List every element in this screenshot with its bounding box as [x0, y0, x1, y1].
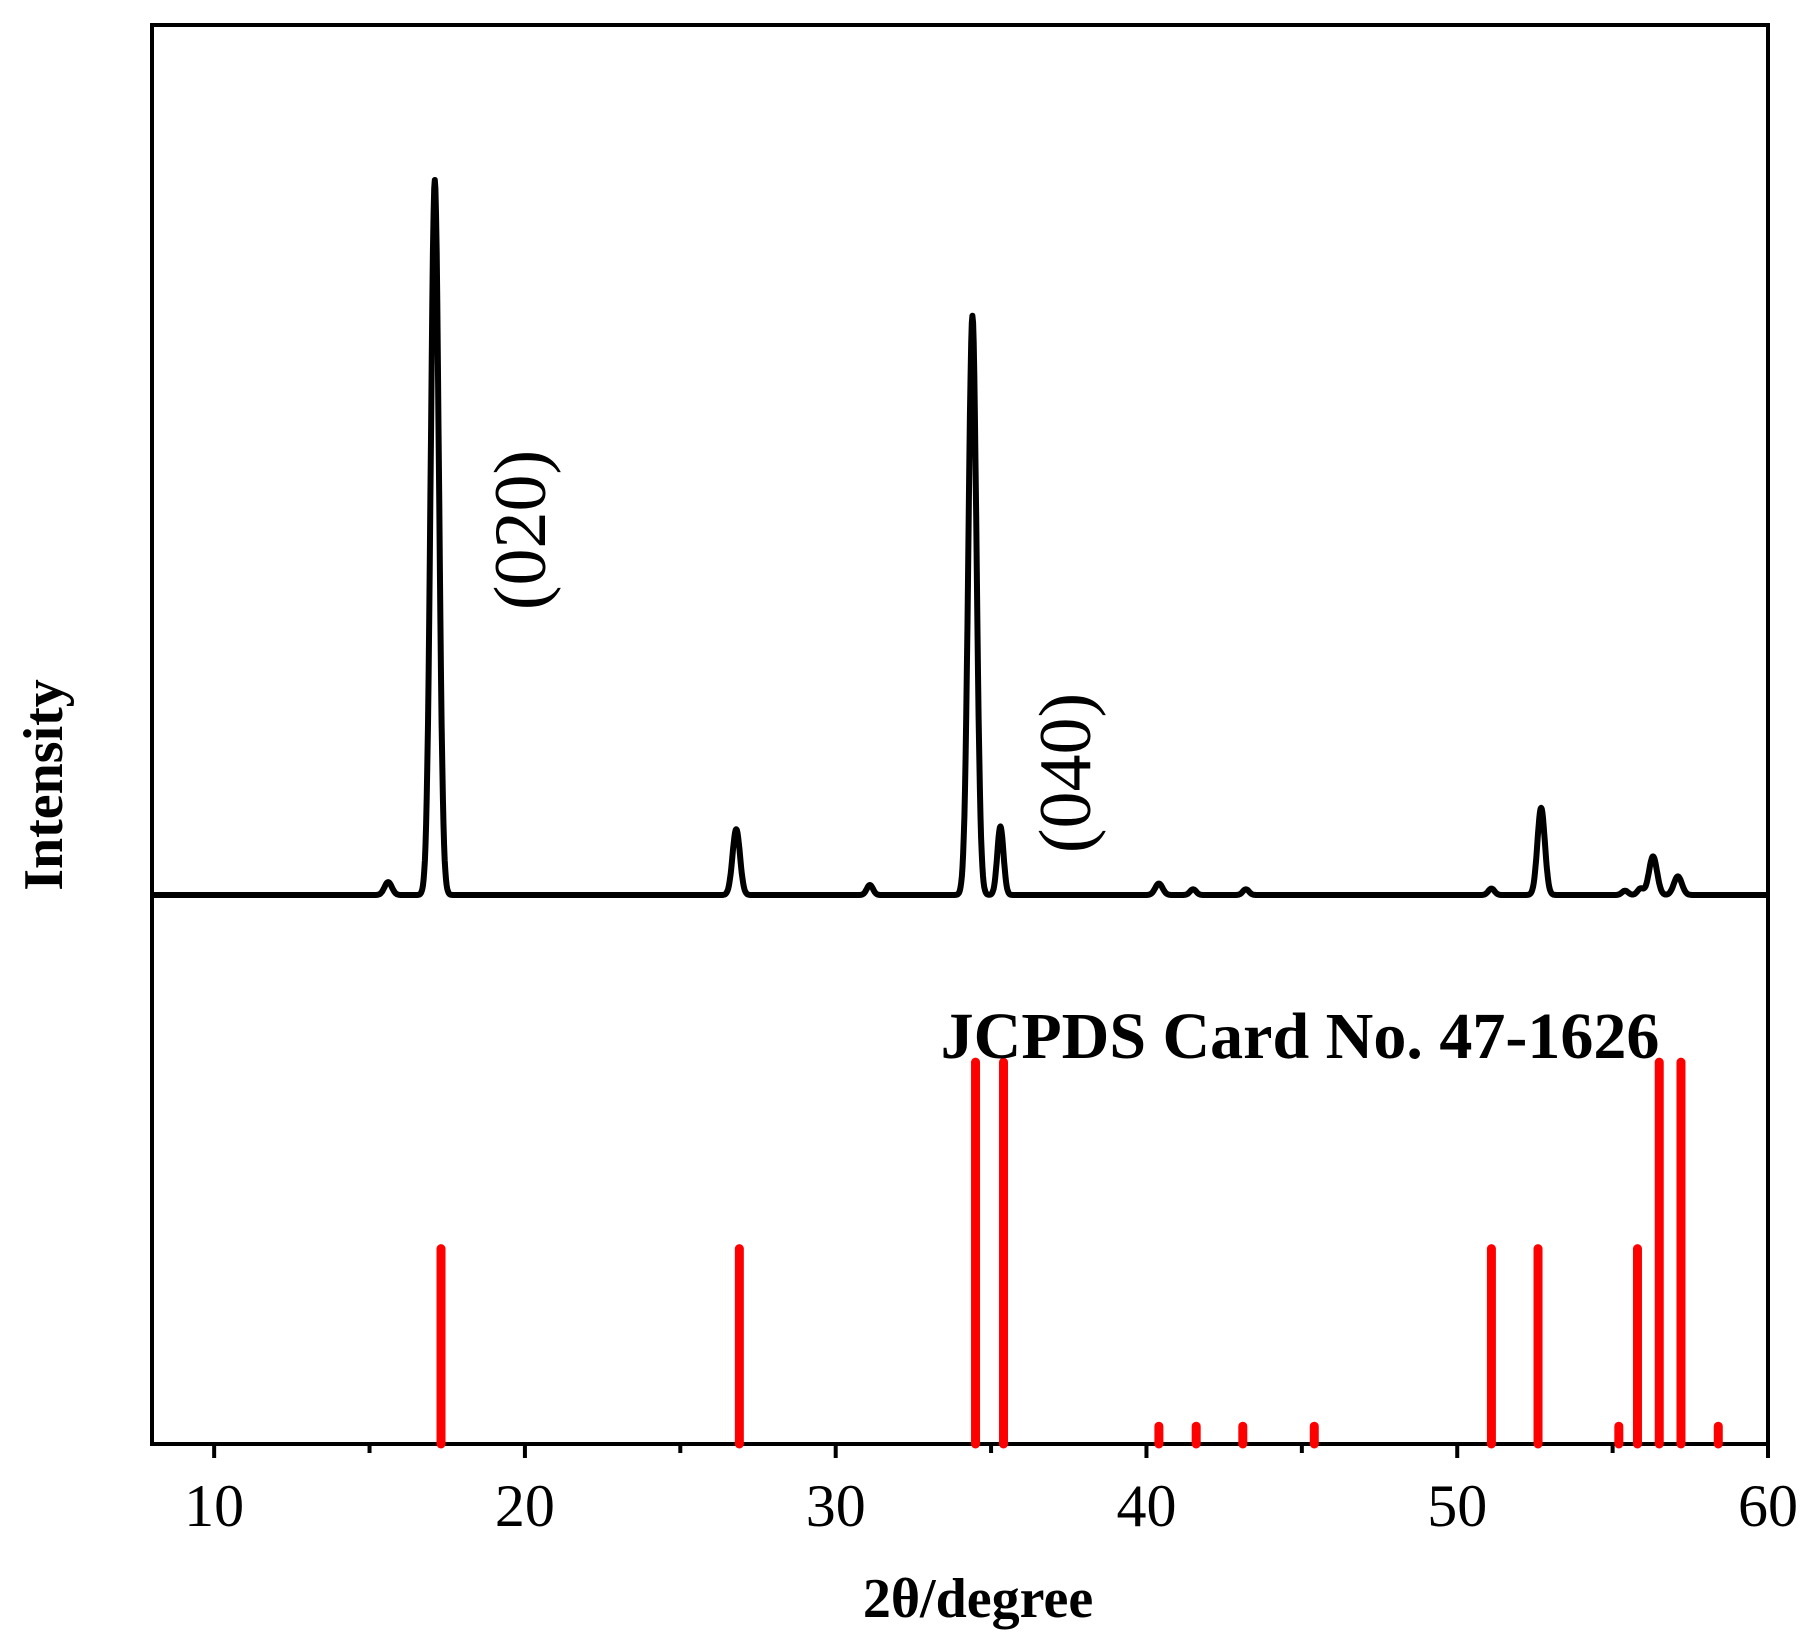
x-tick-label: 10 [184, 1473, 244, 1539]
reference-bars [436, 1057, 1723, 1449]
x-axis-tick-labels: 10 20 30 40 50 60 [184, 1473, 1798, 1539]
x-tick-label: 20 [495, 1473, 555, 1539]
peak-label-040: (040) [1025, 693, 1107, 853]
plot-frame [150, 23, 1770, 1446]
reference-card-label: JCPDS Card No. 47-1626 [941, 1000, 1660, 1073]
x-tick-label: 30 [806, 1473, 866, 1539]
peak-label-020: (020) [480, 450, 562, 610]
x-tick-label: 50 [1427, 1473, 1487, 1539]
y-axis-title: Intensity [13, 679, 75, 891]
x-axis-title: 2θ/degree [863, 1568, 1093, 1630]
x-tick-label: 40 [1116, 1473, 1176, 1539]
x-axis-ticks [212, 1444, 1770, 1458]
x-tick-label: 60 [1738, 1473, 1798, 1539]
xrd-pattern-line [149, 177, 1771, 898]
